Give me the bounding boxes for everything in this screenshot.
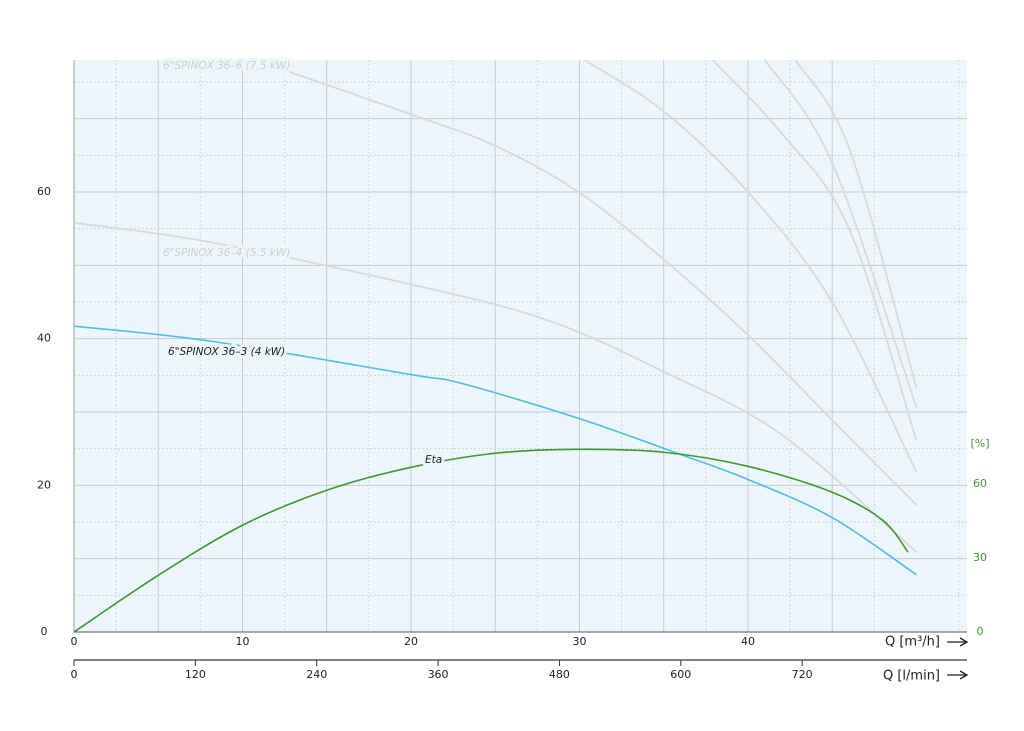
y-tick-label: 40 — [37, 332, 51, 345]
x-tick-label: 10 — [235, 635, 249, 648]
series-line — [284, 69, 918, 506]
series-line — [74, 448, 909, 632]
series-label: 6"SPINOX 36–4 (5,5 kW) — [163, 247, 290, 259]
series-line — [584, 60, 918, 473]
series-line — [711, 60, 918, 441]
series-line — [794, 60, 918, 389]
series-label: 6"SPINOX 36–3 (4 kW) — [168, 346, 285, 358]
x2-tick-label: 0 — [71, 668, 78, 681]
x2-tick-label: 240 — [306, 668, 327, 681]
x-arrow — [947, 637, 969, 647]
x-axis-label: Q [m³/h] — [885, 635, 940, 650]
x-tick-label: 40 — [741, 635, 755, 648]
x-tick-label: 20 — [404, 635, 418, 648]
x2-tick-label: 360 — [428, 668, 449, 681]
y-tick-label: 60 — [37, 185, 51, 198]
series-label: 6"SPINOX 36–6 (7,5 kW) — [163, 60, 290, 72]
y2-tick-label: 60 — [973, 477, 987, 490]
series-line — [764, 60, 918, 408]
x2-axis-label: Q [l/min] — [883, 669, 940, 684]
y2-tick-label: 30 — [973, 551, 987, 564]
series-line — [74, 221, 918, 553]
series-label: Eta — [425, 454, 442, 466]
y-tick-label: 20 — [37, 478, 51, 491]
x-tick-label: 0 — [71, 635, 78, 648]
y-tick-label: 0 — [41, 625, 48, 638]
x-tick-label: 30 — [572, 635, 586, 648]
x2-tick-label: 600 — [670, 668, 691, 681]
y2-axis-label: [%] — [970, 437, 989, 450]
x2-tick-label: 480 — [549, 668, 570, 681]
series-line — [74, 325, 917, 576]
x2-arrow — [947, 670, 969, 680]
x2-tick-label: 720 — [792, 668, 813, 681]
curves — [74, 60, 918, 632]
y2-tick-label: 0 — [977, 625, 984, 638]
x2-tick-label: 120 — [185, 668, 206, 681]
